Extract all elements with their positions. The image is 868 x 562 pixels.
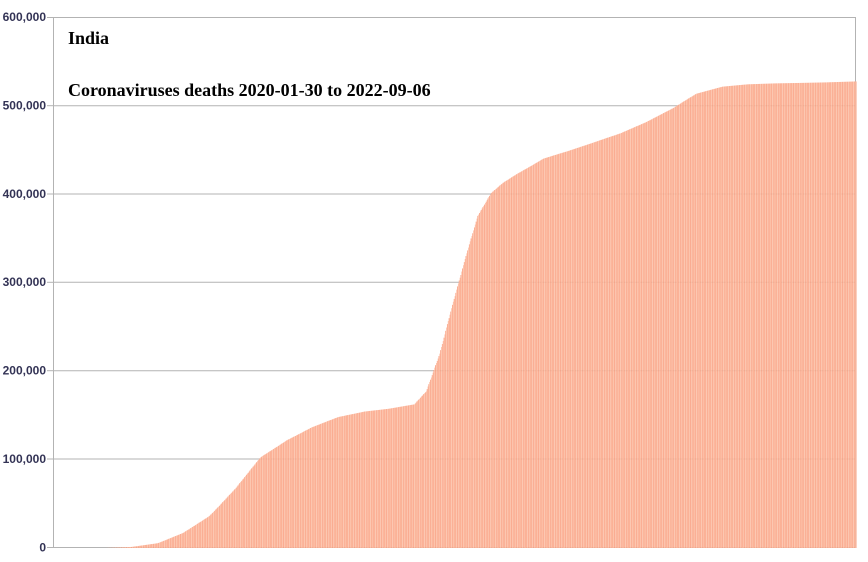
svg-text:300,000: 300,000 bbox=[3, 275, 47, 289]
svg-text:India: India bbox=[68, 28, 109, 48]
svg-text:0: 0 bbox=[39, 541, 46, 555]
svg-text:500,000: 500,000 bbox=[3, 99, 47, 113]
svg-text:200,000: 200,000 bbox=[3, 364, 47, 378]
svg-text:Coronaviruses deaths 2020-01-3: Coronaviruses deaths 2020-01-30 to 2022-… bbox=[68, 80, 431, 100]
svg-text:100,000: 100,000 bbox=[3, 452, 47, 466]
svg-text:400,000: 400,000 bbox=[3, 187, 47, 201]
svg-text:600,000: 600,000 bbox=[3, 10, 47, 24]
